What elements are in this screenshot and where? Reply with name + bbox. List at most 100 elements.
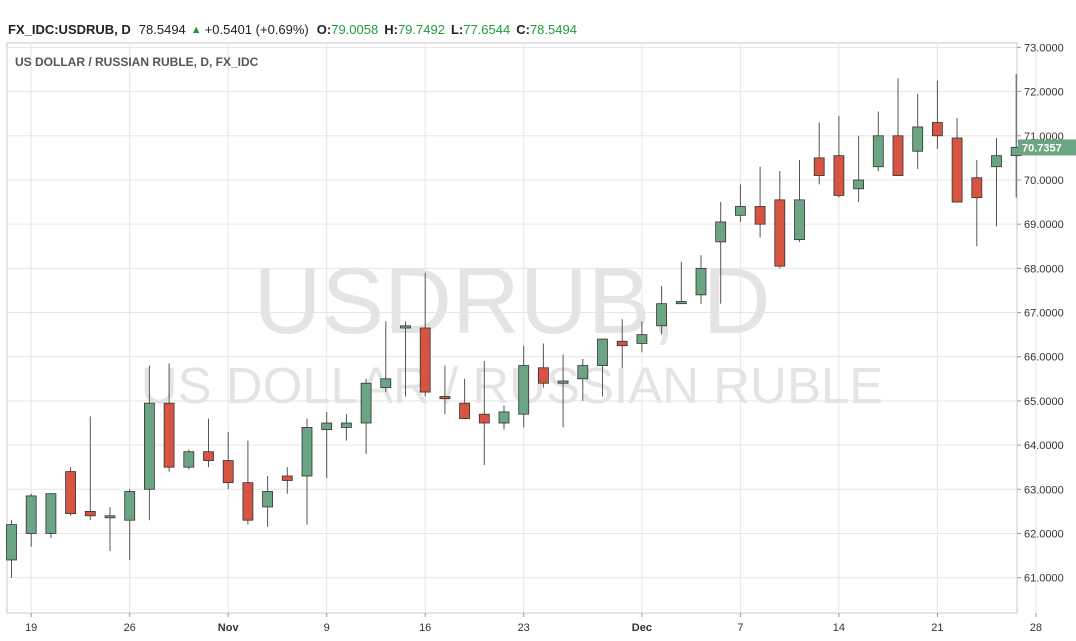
watermark-symbol: USDRUB, D: [253, 248, 770, 353]
candle-body: [459, 402, 471, 419]
candle: [84, 416, 96, 521]
x-tick-label: Dec: [632, 622, 652, 634]
candle: [892, 78, 904, 176]
candle: [65, 467, 76, 516]
y-tick-label: 66.0000: [1024, 352, 1064, 364]
candle: [242, 440, 254, 525]
candle-body: [853, 179, 864, 190]
candle: [774, 171, 786, 269]
y-tick-label: 62.0000: [1024, 528, 1064, 540]
candle-body: [616, 340, 628, 347]
candle-body: [281, 475, 293, 481]
candle-body: [754, 206, 766, 225]
candle: [872, 111, 884, 172]
candle: [163, 363, 175, 472]
candle: [971, 160, 983, 247]
y-tick-label: 73.0000: [1024, 42, 1064, 54]
candle-body: [380, 378, 392, 389]
last-price-marker: 70.7357: [1018, 139, 1076, 156]
y-tick-label: 70.0000: [1024, 175, 1064, 187]
candle-body: [183, 451, 195, 468]
candle: [538, 343, 549, 388]
candle-body: [872, 135, 884, 168]
candle-body: [143, 402, 155, 490]
candle-body: [636, 334, 648, 344]
candle: [853, 135, 864, 203]
candle: [932, 80, 943, 150]
candle-body: [951, 137, 963, 203]
y-tick-label: 67.0000: [1024, 308, 1064, 320]
grid: [7, 43, 1037, 613]
x-tick-label: 7: [737, 622, 743, 634]
candles: [6, 73, 1022, 578]
close-label: C:: [516, 22, 530, 37]
candle-body: [597, 338, 608, 366]
symbol-name[interactable]: FX_IDC:USDRUB, D: [8, 22, 131, 37]
candle: [321, 411, 333, 479]
candle: [656, 286, 667, 335]
y-tick-label: 68.0000: [1024, 263, 1064, 275]
x-tick-label: 28: [1030, 622, 1042, 634]
candle: [754, 166, 766, 238]
candle-body: [478, 413, 490, 424]
x-tick-label: 19: [25, 622, 37, 634]
last-price: 78.5494: [138, 22, 186, 37]
candle: [577, 358, 589, 401]
candle-body: [715, 221, 727, 243]
candle: [25, 493, 37, 547]
candle: [912, 93, 924, 169]
candle-body: [222, 460, 234, 484]
candle-body: [400, 325, 411, 329]
candle-body: [301, 427, 313, 477]
candle: [951, 118, 963, 203]
price-change: +0.5401 (+0.69%): [204, 22, 309, 37]
open-value: 79.0058: [331, 22, 379, 37]
symbol-header: FX_IDC:USDRUB, D 78.5494 ▲ +0.5401 (+0.6…: [0, 0, 1076, 40]
candle: [45, 493, 57, 538]
candle: [104, 506, 116, 552]
candle-body: [203, 451, 214, 461]
x-tick-label: 26: [124, 622, 136, 634]
candle: [597, 338, 608, 397]
candle-body: [892, 135, 904, 176]
candle-body: [735, 206, 746, 216]
candle-body: [242, 482, 254, 521]
candle: [991, 138, 1002, 227]
candle-body: [6, 524, 17, 561]
x-tick-label: 16: [419, 622, 431, 634]
candle: [262, 476, 274, 527]
candle-body: [813, 157, 825, 176]
candle: [616, 319, 628, 368]
high-label: H:: [384, 22, 398, 37]
price-axis[interactable]: 61.0000 62.0000 63.0000 64.0000 65.0000 66.00…: [1017, 42, 1064, 585]
time-axis[interactable]: 19 26 Nov 9 16 23 Dec 7 14 21 28: [25, 613, 1042, 634]
candle-body: [104, 515, 116, 519]
candle: [636, 321, 648, 353]
y-tick-label: 63.0000: [1024, 484, 1064, 496]
low-value: 77.6544: [463, 22, 511, 37]
open-label: O:: [316, 22, 332, 37]
candle: [143, 365, 155, 521]
candle-body: [695, 267, 707, 296]
candle-body: [518, 365, 530, 415]
close-value: 78.5494: [529, 22, 577, 37]
candle: [813, 122, 825, 185]
candle-body: [774, 199, 786, 267]
candle-body: [25, 495, 37, 534]
candle-body: [557, 380, 569, 384]
candle-body: [439, 396, 451, 400]
candle: [183, 449, 195, 470]
x-tick-label: 21: [931, 622, 943, 634]
candle-body: [84, 510, 96, 517]
candle: [222, 431, 234, 490]
candle-body: [498, 411, 510, 424]
candle: [360, 378, 372, 454]
x-tick-label: Nov: [218, 622, 240, 634]
candle: [419, 272, 431, 397]
high-value: 79.7492: [397, 22, 445, 37]
candle: [439, 365, 451, 415]
plot-frame: [6, 42, 1018, 614]
chart-title: US DOLLAR / RUSSIAN RUBLE, D, FX_IDC: [15, 55, 259, 69]
candle: [400, 321, 411, 397]
